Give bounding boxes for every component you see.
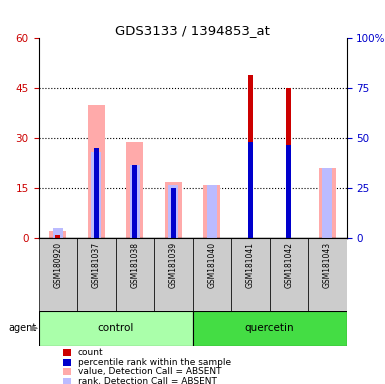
Bar: [164, 182, 182, 238]
Bar: [132, 165, 137, 238]
Text: quercetin: quercetin: [245, 323, 294, 333]
Bar: [286, 145, 291, 238]
Bar: [319, 168, 336, 238]
Text: GSM180920: GSM180920: [53, 242, 62, 288]
Bar: [308, 238, 346, 311]
Bar: [171, 188, 176, 238]
Bar: [248, 75, 253, 238]
Text: GSM181038: GSM181038: [130, 242, 139, 288]
Bar: [248, 142, 253, 238]
Bar: [77, 238, 116, 311]
Bar: [207, 185, 216, 238]
Bar: [38, 311, 192, 346]
Bar: [94, 148, 99, 238]
Bar: [130, 165, 139, 238]
Bar: [286, 88, 291, 238]
Bar: [63, 359, 72, 366]
Text: control: control: [97, 323, 134, 333]
Bar: [49, 232, 66, 238]
Bar: [63, 378, 72, 384]
Text: GSM181037: GSM181037: [92, 242, 101, 288]
Text: GSM181042: GSM181042: [284, 242, 293, 288]
Title: GDS3133 / 1394853_at: GDS3133 / 1394853_at: [115, 24, 270, 37]
Text: GSM181043: GSM181043: [323, 242, 332, 288]
Text: agent: agent: [9, 323, 37, 333]
Bar: [126, 142, 143, 238]
Bar: [231, 238, 270, 311]
Bar: [92, 152, 101, 238]
Bar: [192, 311, 346, 346]
Bar: [116, 238, 154, 311]
Bar: [323, 168, 332, 238]
Bar: [169, 185, 178, 238]
Bar: [270, 238, 308, 311]
Text: GSM181040: GSM181040: [207, 242, 216, 288]
Bar: [63, 349, 72, 356]
Text: GSM181039: GSM181039: [169, 242, 178, 288]
Bar: [203, 185, 220, 238]
Bar: [38, 238, 77, 311]
Bar: [53, 228, 62, 238]
Text: rank, Detection Call = ABSENT: rank, Detection Call = ABSENT: [78, 377, 216, 384]
Bar: [154, 238, 192, 311]
Text: count: count: [78, 348, 103, 357]
Bar: [63, 368, 72, 375]
Bar: [192, 238, 231, 311]
Text: value, Detection Call = ABSENT: value, Detection Call = ABSENT: [78, 367, 221, 376]
Text: GSM181041: GSM181041: [246, 242, 255, 288]
Text: percentile rank within the sample: percentile rank within the sample: [78, 358, 231, 367]
Bar: [88, 105, 105, 238]
Bar: [55, 235, 60, 238]
